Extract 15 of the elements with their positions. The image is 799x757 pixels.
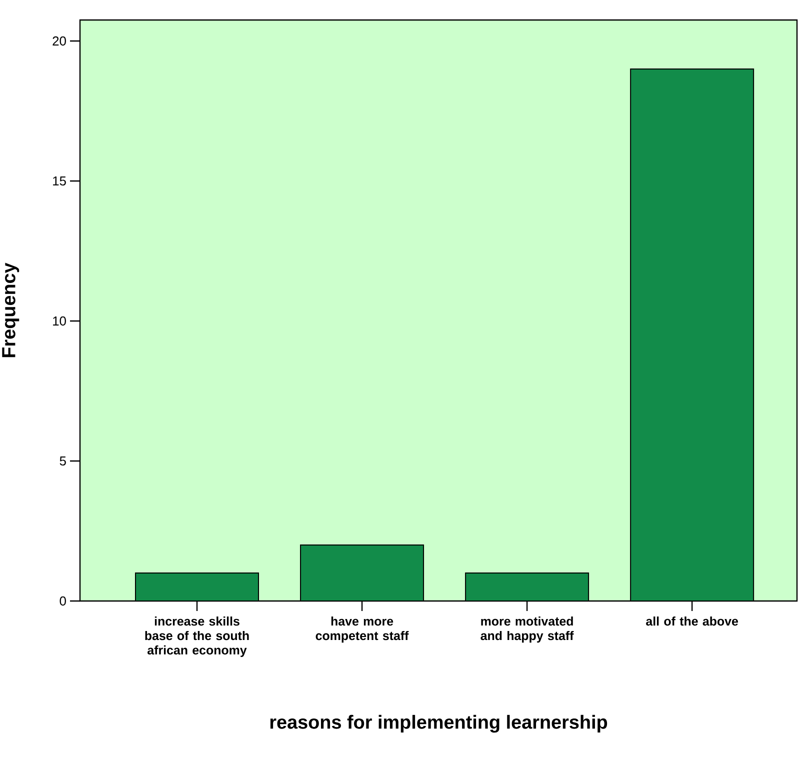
x-tick-label: more motivated and happy staff [480, 616, 574, 643]
y-tick-label: 20 [52, 36, 66, 46]
bar [300, 544, 424, 601]
x-tick-label: increase skills base of the south african economy [145, 616, 249, 658]
y-axis-title: Frequency [2, 262, 20, 358]
y-tick-label: 5 [60, 456, 66, 466]
y-tick-label: 15 [53, 176, 66, 186]
y-tick-label: 0 [60, 596, 66, 606]
x-axis-title: reasons for implementing learnership [270, 714, 608, 733]
y-tick-label: 10 [53, 316, 66, 326]
bar [630, 68, 754, 601]
x-tick-label: all of the above [646, 616, 738, 626]
bar [465, 572, 590, 601]
x-tick-label: have more competent staff [316, 616, 409, 643]
bar [135, 573, 258, 601]
